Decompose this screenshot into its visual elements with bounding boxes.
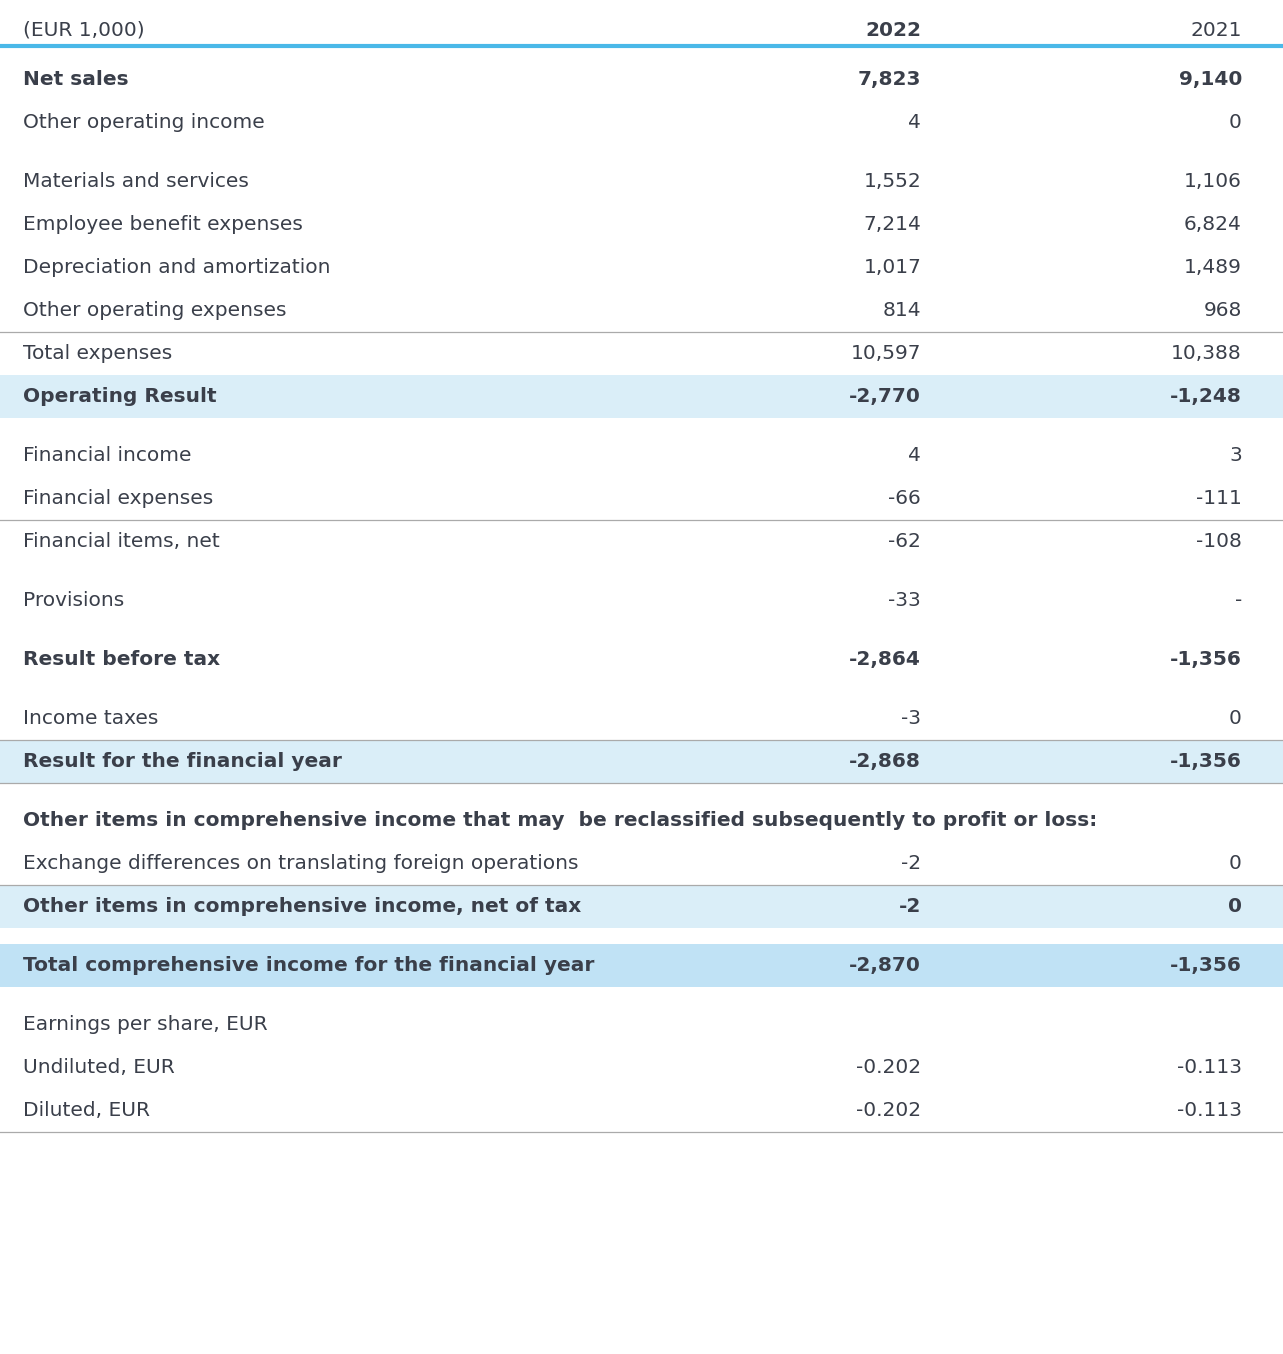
Text: -66: -66 (888, 489, 921, 508)
Text: -111: -111 (1196, 489, 1242, 508)
Text: 968: 968 (1203, 301, 1242, 320)
Text: -2: -2 (901, 854, 921, 873)
Text: 4: 4 (908, 445, 921, 464)
Text: 0: 0 (1229, 112, 1242, 131)
Text: 9,140: 9,140 (1179, 70, 1242, 89)
Text: 7,214: 7,214 (863, 215, 921, 234)
Text: Diluted, EUR: Diluted, EUR (23, 1101, 150, 1120)
Text: -2,870: -2,870 (849, 956, 921, 975)
Text: -0.113: -0.113 (1177, 1057, 1242, 1076)
Text: Exchange differences on translating foreign operations: Exchange differences on translating fore… (23, 854, 579, 873)
Text: Employee benefit expenses: Employee benefit expenses (23, 215, 303, 234)
Text: Other operating income: Other operating income (23, 112, 264, 131)
Text: Financial expenses: Financial expenses (23, 489, 213, 508)
Text: (EUR 1,000): (EUR 1,000) (23, 20, 145, 39)
Text: Financial income: Financial income (23, 445, 191, 464)
Text: -3: -3 (901, 709, 921, 728)
Text: 7,823: 7,823 (858, 70, 921, 89)
Text: -0.202: -0.202 (856, 1101, 921, 1120)
Text: Other items in comprehensive income, net of tax: Other items in comprehensive income, net… (23, 896, 581, 917)
Text: 814: 814 (883, 301, 921, 320)
Text: 1,017: 1,017 (863, 259, 921, 278)
Text: Financial items, net: Financial items, net (23, 532, 219, 551)
Text: -1,356: -1,356 (1170, 956, 1242, 975)
Text: -2: -2 (899, 896, 921, 917)
Text: Total comprehensive income for the financial year: Total comprehensive income for the finan… (23, 956, 594, 975)
Text: Net sales: Net sales (23, 70, 128, 89)
Text: Depreciation and amortization: Depreciation and amortization (23, 259, 331, 278)
Text: 6,824: 6,824 (1184, 215, 1242, 234)
Text: Income taxes: Income taxes (23, 709, 159, 728)
Text: 1,552: 1,552 (863, 172, 921, 191)
Text: 0: 0 (1228, 896, 1242, 917)
Text: Total expenses: Total expenses (23, 344, 172, 363)
Text: -2,864: -2,864 (849, 650, 921, 669)
Text: 3: 3 (1229, 445, 1242, 464)
Text: -1,248: -1,248 (1170, 387, 1242, 406)
Bar (0, 886, 1283, 927)
Text: 10,388: 10,388 (1171, 344, 1242, 363)
Text: 0: 0 (1229, 709, 1242, 728)
Text: Operating Result: Operating Result (23, 387, 217, 406)
Text: Result for the financial year: Result for the financial year (23, 751, 343, 770)
Text: 0: 0 (1229, 854, 1242, 873)
Bar (0, 944, 1283, 987)
Text: -2,868: -2,868 (849, 751, 921, 770)
Text: 4: 4 (908, 112, 921, 131)
Text: 1,106: 1,106 (1184, 172, 1242, 191)
Text: -2,770: -2,770 (849, 387, 921, 406)
Text: -1,356: -1,356 (1170, 650, 1242, 669)
Text: -: - (1234, 590, 1242, 611)
Text: 2022: 2022 (865, 20, 921, 39)
Text: Other items in comprehensive income that may  be reclassified subsequently to pr: Other items in comprehensive income that… (23, 811, 1097, 830)
Text: Undiluted, EUR: Undiluted, EUR (23, 1057, 174, 1076)
Bar (0, 741, 1283, 783)
Text: Materials and services: Materials and services (23, 172, 249, 191)
Text: -108: -108 (1196, 532, 1242, 551)
Text: 1,489: 1,489 (1184, 259, 1242, 278)
Text: Other operating expenses: Other operating expenses (23, 301, 286, 320)
Text: -0.113: -0.113 (1177, 1101, 1242, 1120)
Text: -33: -33 (888, 590, 921, 611)
Text: -0.202: -0.202 (856, 1057, 921, 1076)
Text: Provisions: Provisions (23, 590, 124, 611)
Text: -1,356: -1,356 (1170, 751, 1242, 770)
Bar (0, 375, 1283, 418)
Text: -62: -62 (888, 532, 921, 551)
Text: Result before tax: Result before tax (23, 650, 221, 669)
Text: 10,597: 10,597 (851, 344, 921, 363)
Text: Earnings per share, EUR: Earnings per share, EUR (23, 1016, 268, 1034)
Text: 2021: 2021 (1191, 20, 1242, 39)
